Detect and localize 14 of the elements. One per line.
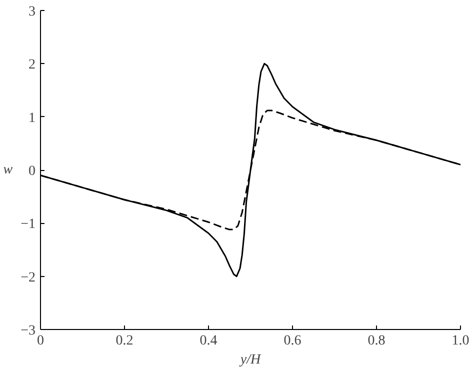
y-tick-label: 0 xyxy=(28,164,36,179)
y-tick-label: 1 xyxy=(28,110,36,126)
y-tick-label: 3 xyxy=(28,4,36,20)
x-axis-title: y/H xyxy=(238,352,262,368)
x-tick-label: 0.2 xyxy=(116,334,134,348)
x-tick-label: 0.8 xyxy=(368,334,386,348)
x-tick-label: 0.4 xyxy=(200,334,218,348)
y-tick-label: −1 xyxy=(20,217,36,232)
y-tick-label: −2 xyxy=(20,270,36,286)
y-tick-label: 2 xyxy=(28,58,36,73)
x-tick-label: 0.6 xyxy=(284,334,302,348)
y-tick-label: −3 xyxy=(20,324,36,338)
y-axis-title: w xyxy=(3,162,14,178)
x-tick-label: 1.0 xyxy=(452,334,470,348)
